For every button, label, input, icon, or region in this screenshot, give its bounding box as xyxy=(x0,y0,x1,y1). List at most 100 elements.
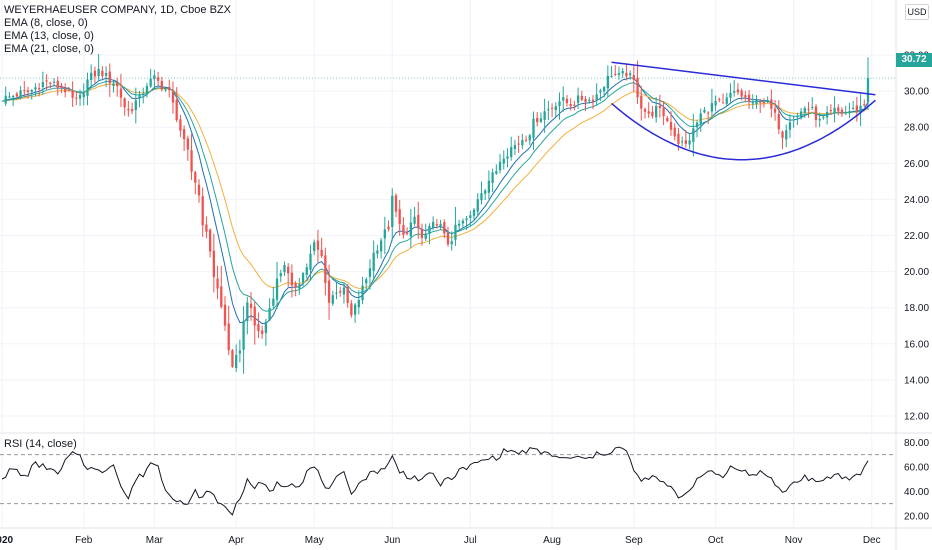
candle-body xyxy=(201,196,204,226)
candle-body xyxy=(699,113,702,124)
candle-body xyxy=(19,90,22,97)
candle-body xyxy=(316,240,320,250)
candle-body xyxy=(353,304,357,315)
candle-body xyxy=(443,222,446,234)
candle-body xyxy=(532,118,535,138)
candle-body xyxy=(26,90,30,93)
candle-body xyxy=(231,350,234,367)
candle-body xyxy=(651,111,654,117)
candle-body xyxy=(56,80,59,89)
candle-body xyxy=(208,229,212,252)
candle-body xyxy=(90,72,93,80)
candle-body xyxy=(424,233,427,239)
rsi-panel: 80.00 60.00 40.00 20.00 xyxy=(0,438,929,522)
candle-body xyxy=(365,279,368,284)
candle-body xyxy=(182,129,186,140)
candle-body xyxy=(458,223,461,226)
candle-body xyxy=(636,77,639,98)
candle-body xyxy=(127,109,130,111)
candle-body xyxy=(45,80,48,82)
candle-body xyxy=(673,127,676,137)
candle-body xyxy=(844,111,847,114)
candle-body xyxy=(628,73,632,76)
candle-body xyxy=(301,273,305,283)
rsi-label[interactable]: RSI (14, close) xyxy=(4,438,77,450)
legend-ema-8[interactable]: EMA (8, close, 0) xyxy=(4,17,88,29)
time-tick-label: Apr xyxy=(228,535,244,546)
candle-body xyxy=(342,287,346,295)
candle-body xyxy=(49,82,52,84)
candle-body xyxy=(220,286,223,307)
candle-body xyxy=(394,195,398,212)
candle-body xyxy=(405,232,409,234)
candle-body xyxy=(770,99,773,109)
time-tick-label: Aug xyxy=(543,535,561,546)
legend-ema-21[interactable]: EMA (21, close, 0) xyxy=(4,43,94,55)
candle-body xyxy=(484,190,487,194)
candle-body xyxy=(160,80,163,90)
candle-body xyxy=(168,86,171,91)
candle-body xyxy=(610,75,613,77)
candle-body xyxy=(714,100,717,106)
candle-body xyxy=(640,95,643,109)
candle-body xyxy=(777,113,780,130)
currency-button[interactable]: USD xyxy=(905,4,929,20)
candle-body xyxy=(658,105,662,108)
candle-body xyxy=(324,255,327,284)
candle-body xyxy=(599,90,602,93)
chart-legend: WEYERHAEUSER COMPANY, 1D, Cboe BZX EMA (… xyxy=(4,4,231,56)
cup-curve xyxy=(611,99,876,161)
candle-body xyxy=(736,89,740,93)
candle-body xyxy=(550,107,554,109)
candle-body xyxy=(134,100,137,110)
candle-body xyxy=(781,131,784,138)
candle-body xyxy=(733,91,736,93)
candle-body xyxy=(179,119,182,131)
candle-body xyxy=(588,99,591,102)
price-tick-label: 18.00 xyxy=(904,303,929,314)
legend-ema-13[interactable]: EMA (13, close, 0) xyxy=(4,30,94,42)
candle-body xyxy=(327,280,331,303)
candle-body xyxy=(350,303,353,316)
candle-body xyxy=(97,68,100,77)
candle-body xyxy=(591,99,595,102)
candle-body xyxy=(461,220,465,224)
candle-body xyxy=(814,106,818,120)
candles xyxy=(4,53,870,374)
candle-body xyxy=(175,99,178,121)
candle-body xyxy=(595,94,598,101)
candle-body xyxy=(67,89,71,91)
candle-body xyxy=(409,222,412,237)
candle-body xyxy=(517,143,520,145)
candle-body xyxy=(11,96,15,98)
candle-body xyxy=(346,286,349,304)
candle-body xyxy=(257,323,260,332)
candle-body xyxy=(138,94,141,99)
candle-body xyxy=(547,109,550,111)
candle-body xyxy=(272,298,275,306)
candle-body xyxy=(666,118,669,122)
candle-body xyxy=(584,98,587,103)
candle-body xyxy=(729,92,732,98)
time-tick-label: Sep xyxy=(625,535,643,546)
candle-body xyxy=(688,140,691,145)
candle-body xyxy=(60,85,63,89)
candle-body xyxy=(576,95,580,103)
candle-body xyxy=(153,75,156,80)
candle-body xyxy=(383,229,386,239)
candle-body xyxy=(625,72,628,77)
time-tick-label: 2020 xyxy=(0,535,14,546)
candle-body xyxy=(692,128,695,142)
candle-body xyxy=(863,104,866,106)
candle-body xyxy=(227,323,230,351)
candle-body xyxy=(238,350,242,354)
candle-body xyxy=(376,250,379,254)
candle-body xyxy=(75,97,78,99)
candle-body xyxy=(521,140,524,146)
price-tick-label: 12.00 xyxy=(904,412,929,423)
candle-body xyxy=(52,81,56,83)
candle-body xyxy=(539,118,543,122)
candle-body xyxy=(487,180,491,193)
time-tick-label: Oct xyxy=(708,535,724,546)
